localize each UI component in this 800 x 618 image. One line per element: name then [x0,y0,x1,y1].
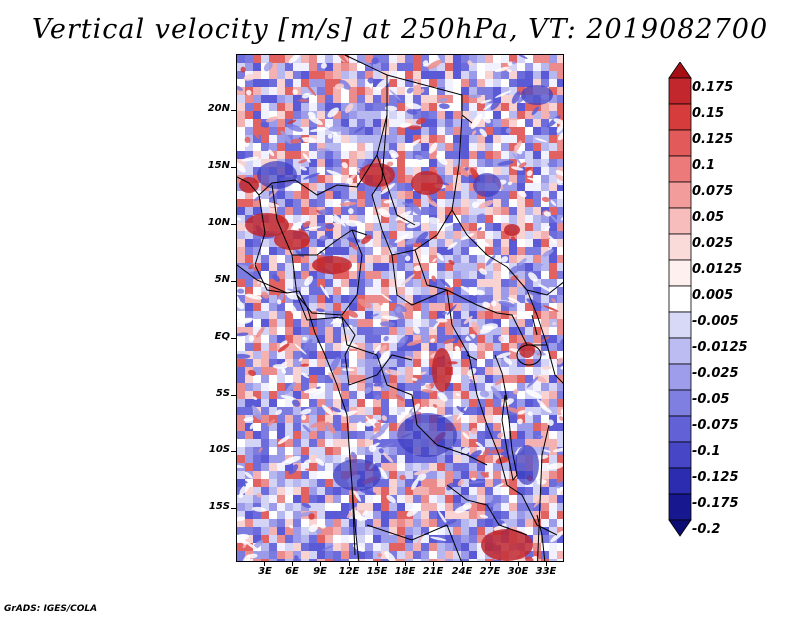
colorbar-label: 0.175 [692,80,734,95]
lon-label: 27E [479,566,501,577]
lon-tick [405,562,406,566]
lat-tick [231,281,236,282]
colorbar-label: 0.15 [692,106,725,121]
lon-label: 15E [366,566,388,577]
lon-tick [377,562,378,566]
colorbar-segment [668,285,692,313]
colorbar-arrow-bottom [668,519,692,537]
colorbar-segment [668,207,692,235]
lon-tick [518,562,519,566]
lat-tick [231,451,236,452]
lon-tick [546,562,547,566]
colorbar-label: -0.125 [692,470,739,485]
colorbar-segment [668,155,692,183]
colorbar-label: 0.125 [692,132,734,147]
colorbar-label: -0.005 [692,314,739,329]
lon-tick [349,562,350,566]
velocity-map [236,54,564,562]
lon-tick [462,562,463,566]
lat-tick [231,110,236,111]
lat-label: 10N [207,217,230,228]
colorbar-segment [668,415,692,443]
lon-label: 33E [535,566,557,577]
lon-label: 3E [258,566,272,577]
lat-label: EQ [214,331,230,342]
colorbar-segment [668,493,692,521]
lon-tick [433,562,434,566]
lon-label: 18E [394,566,416,577]
lon-tick [264,562,265,566]
lat-label: 5N [214,274,230,285]
colorbar-segment [668,103,692,131]
colorbar-label: 0.075 [692,184,734,199]
colorbar-label: 0.1 [692,158,716,173]
lon-label: 12E [338,566,360,577]
lat-label: 15S [208,501,230,512]
colorbar-segment [668,363,692,391]
colorbar-label: -0.175 [692,496,739,511]
lat-tick [231,224,236,225]
lat-tick [231,395,236,396]
colorbar-label: -0.025 [692,366,739,381]
colorbar-label: -0.2 [692,522,721,537]
colorbar-segment [668,389,692,417]
colorbar-segment [668,441,692,469]
lat-label: 10S [208,444,230,455]
velocity-field [237,55,563,561]
lon-tick [292,562,293,566]
colorbar-arrow-top [668,62,692,79]
lat-label: 15N [207,160,230,171]
lon-tick [490,562,491,566]
colorbar-label: -0.075 [692,418,739,433]
lon-label: 9E [313,566,327,577]
lon-tick [320,562,321,566]
colorbar-label: -0.1 [692,444,721,459]
colorbar-segment [668,233,692,261]
lon-label: 24E [451,566,473,577]
colorbar-label: 0.0125 [692,262,743,277]
colorbar-label: -0.0125 [692,340,748,355]
colorbar-segment [668,181,692,209]
chart-title: Vertical velocity [m/s] at 250hPa, VT: 2… [31,14,769,45]
colorbar-segment [668,129,692,157]
colorbar-label: 0.005 [692,288,734,303]
lat-label: 5S [215,388,230,399]
lat-tick [231,338,236,339]
colorbar-segment [668,311,692,339]
credit-text: GrADS: IGES/COLA [4,604,98,614]
colorbar-segment [668,77,692,105]
lon-label: 21E [422,566,444,577]
lon-label: 30E [507,566,529,577]
colorbar-segment [668,259,692,287]
lat-tick [231,167,236,168]
lon-label: 6E [285,566,299,577]
colorbar [668,62,692,537]
colorbar-label: 0.025 [692,236,734,251]
colorbar-label: 0.05 [692,210,725,225]
colorbar-segment [668,467,692,495]
colorbar-label: -0.05 [692,392,730,407]
lat-label: 20N [207,103,230,114]
colorbar-segment [668,337,692,365]
lat-tick [231,508,236,509]
